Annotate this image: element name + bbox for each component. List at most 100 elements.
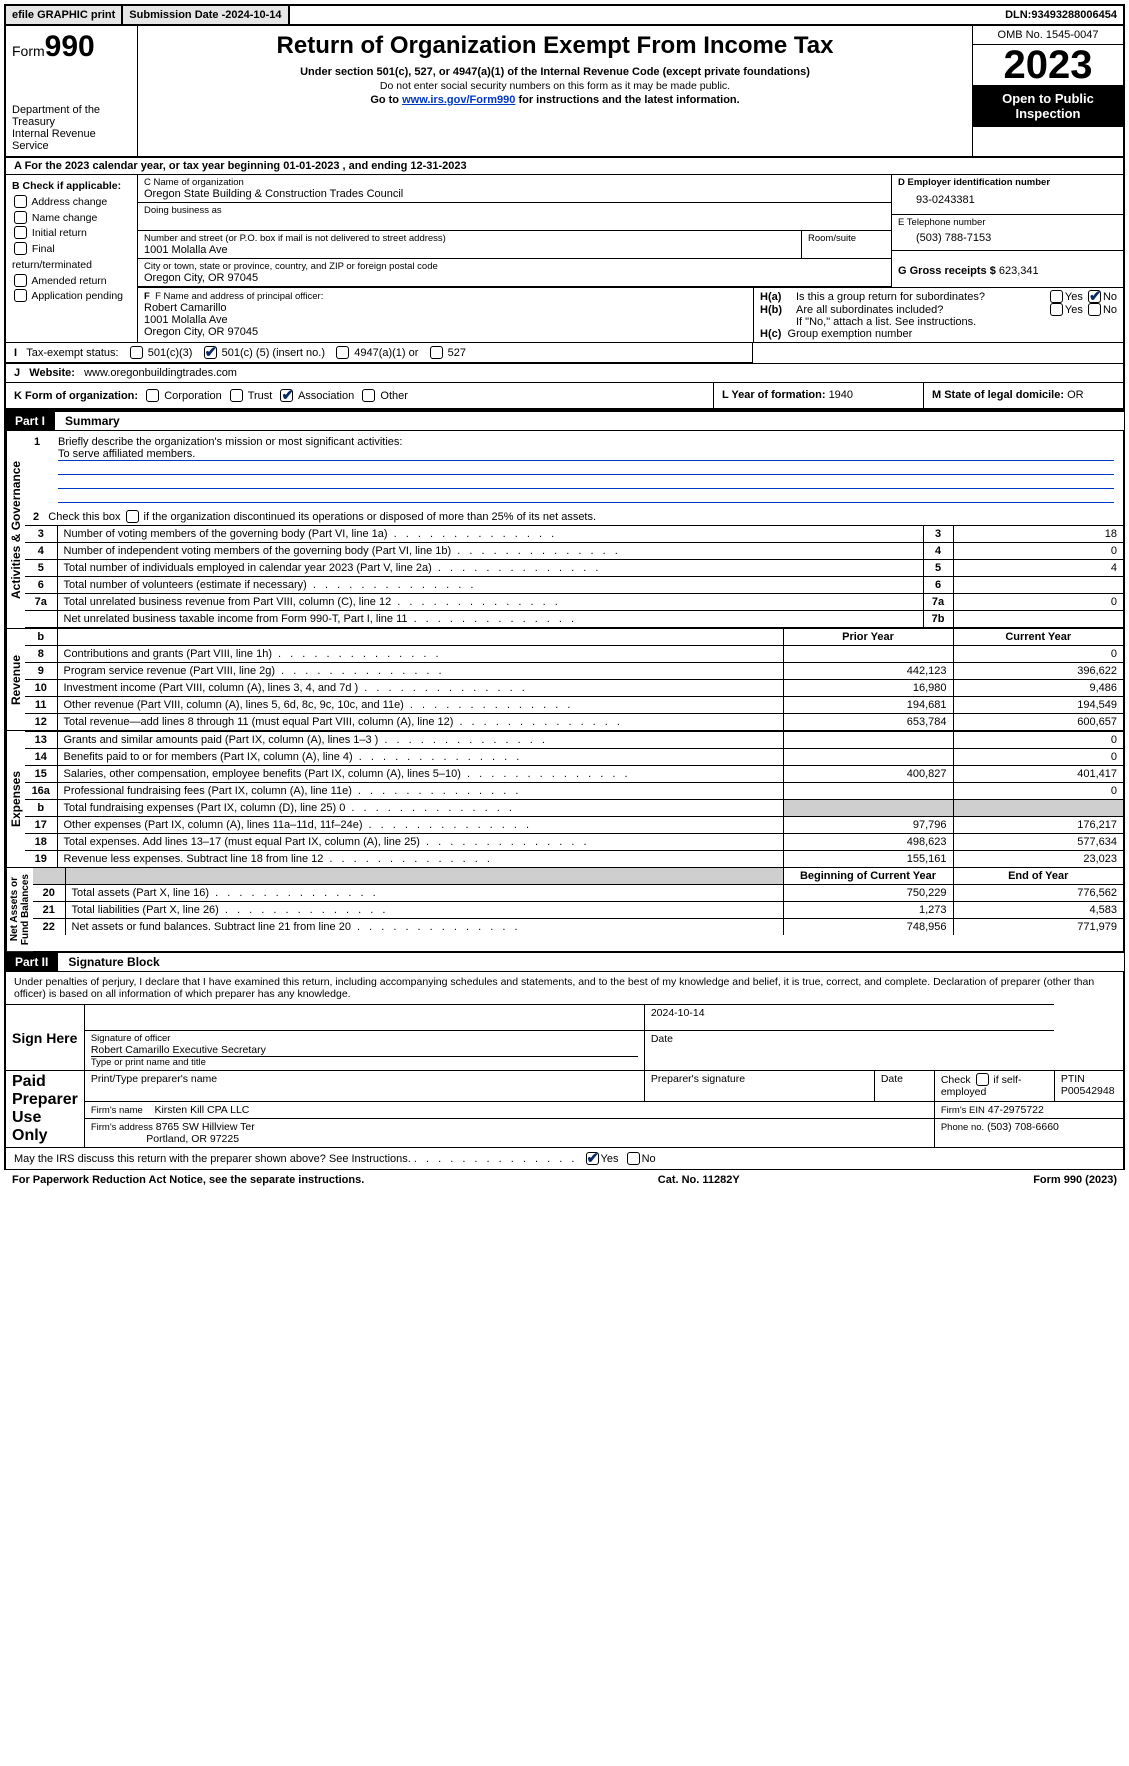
chk-discuss-no[interactable] (627, 1152, 640, 1165)
governance-table: 3Number of voting members of the governi… (25, 525, 1123, 628)
chk-hb-yes[interactable] (1050, 303, 1063, 316)
firm-ein-label: Firm's EIN (941, 1105, 985, 1116)
officer-addr2: Oregon City, OR 97045 (144, 326, 258, 338)
hb-note: If "No," attach a list. See instructions… (760, 316, 1117, 328)
submission-date-label: Submission Date - (129, 9, 225, 21)
q2-text: Check this box if the organization disco… (48, 511, 596, 523)
org-info-block: B Check if applicable: Address change Na… (4, 175, 1125, 343)
efile-print-button[interactable]: efile GRAPHIC print (6, 6, 123, 24)
chk-initial-return[interactable] (14, 226, 27, 239)
goto-line: Go to www.irs.gov/Form990 for instructio… (144, 94, 966, 106)
type-name-label: Type or print name and title (91, 1056, 638, 1068)
discuss-question: May the IRS discuss this return with the… (14, 1153, 411, 1165)
col-b-header: B Check if applicable: (12, 180, 121, 192)
city-label: City or town, state or province, country… (144, 261, 885, 272)
vlabel-net-assets: Net Assets or Fund Balances (6, 868, 33, 951)
prep-sig-label: Preparer's signature (644, 1071, 874, 1101)
department-label: Department of the Treasury Internal Reve… (12, 104, 131, 152)
domicile-label: M State of legal domicile: (932, 389, 1067, 401)
street-label: Number and street (or P.O. box if mail i… (144, 233, 795, 244)
chk-corp[interactable] (146, 389, 159, 402)
firm-phone: (503) 708-6660 (987, 1121, 1059, 1133)
activities-governance-section: Activities & Governance 1 Briefly descri… (4, 431, 1125, 629)
net-assets-section: Net Assets or Fund Balances Beginning of… (4, 868, 1125, 953)
officer-signature-name: Robert Camarillo Executive Secretary (91, 1044, 638, 1056)
part-ii-header: Part IISignature Block (4, 953, 1125, 972)
revenue-table: bPrior YearCurrent Year 8Contributions a… (25, 629, 1123, 730)
org-name: Oregon State Building & Construction Tra… (144, 188, 885, 200)
name-label: C Name of organization (144, 177, 885, 188)
chk-527[interactable] (430, 346, 443, 359)
chk-trust[interactable] (230, 389, 243, 402)
chk-application-pending[interactable] (14, 289, 27, 302)
perjury-declaration: Under penalties of perjury, I declare th… (6, 972, 1123, 1004)
ein-value: 93-0243381 (898, 188, 1117, 212)
chk-ha-no[interactable] (1088, 290, 1101, 303)
prep-date-label: Date (874, 1071, 934, 1101)
chk-discontinued[interactable] (126, 510, 139, 523)
vlabel-expenses: Expenses (6, 731, 25, 867)
sig-officer-label: Signature of officer (91, 1033, 638, 1044)
chk-hb-no[interactable] (1088, 303, 1101, 316)
room-label: Room/suite (808, 233, 885, 244)
top-bar: efile GRAPHIC print Submission Date - 20… (4, 4, 1125, 26)
hb-label: Are all subordinates included? (796, 304, 1048, 316)
self-employed-label: Check if self-employed (934, 1071, 1054, 1101)
firm-ein: 47-2975722 (988, 1104, 1044, 1116)
irs-link[interactable]: www.irs.gov/Form990 (402, 94, 515, 106)
chk-address-change[interactable] (14, 195, 27, 208)
chk-501c3[interactable] (130, 346, 143, 359)
ptin-label: PTIN (1061, 1073, 1085, 1085)
dln: DLN: 93493288006454 (999, 6, 1123, 24)
year-formation: 1940 (829, 389, 853, 401)
paid-preparer-label: Paid Preparer Use Only (6, 1071, 84, 1148)
chk-other[interactable] (362, 389, 375, 402)
chk-assoc[interactable] (280, 389, 293, 402)
row-a-tax-year: A For the 2023 calendar year, or tax yea… (4, 158, 1125, 175)
sign-date: 2024-10-14 (651, 1007, 705, 1019)
chk-501c[interactable] (204, 346, 217, 359)
chk-name-change[interactable] (14, 211, 27, 224)
chk-4947[interactable] (336, 346, 349, 359)
city-state-zip: Oregon City, OR 97045 (144, 272, 885, 284)
prep-name-label: Print/Type preparer's name (84, 1071, 644, 1101)
ha-label: Is this a group return for subordinates? (796, 291, 1048, 303)
year-formation-label: L Year of formation: (722, 389, 829, 401)
submission-date-value: 2024-10-14 (225, 9, 281, 21)
chk-ha-yes[interactable] (1050, 290, 1063, 303)
phone-value: (503) 788-7153 (898, 228, 1117, 248)
vlabel-governance: Activities & Governance (6, 431, 25, 628)
form-number: Form990 (12, 30, 131, 64)
sig-date-label: Date (644, 1031, 1054, 1071)
net-assets-table: Beginning of Current YearEnd of Year 20T… (33, 868, 1123, 935)
footer-catno: Cat. No. 11282Y (658, 1174, 740, 1186)
footer-form: Form 990 (2023) (1033, 1174, 1117, 1186)
gross-receipts-label: G Gross receipts $ (898, 265, 999, 277)
q1-label: Briefly describe the organization's miss… (58, 436, 402, 448)
chk-amended-return[interactable] (14, 274, 27, 287)
expenses-table: 13Grants and similar amounts paid (Part … (25, 731, 1123, 867)
footer-left: For Paperwork Reduction Act Notice, see … (12, 1174, 364, 1186)
revenue-section: Revenue bPrior YearCurrent Year 8Contrib… (4, 629, 1125, 731)
website-value: www.oregonbuildingtrades.com (84, 367, 237, 379)
firm-name-label: Firm's name (91, 1105, 143, 1116)
chk-self-employed[interactable] (976, 1073, 989, 1086)
hc-label: Group exemption number (788, 328, 913, 340)
firm-addr2: Portland, OR 97225 (146, 1133, 239, 1145)
domicile-value: OR (1067, 389, 1084, 401)
open-to-public: Open to Public Inspection (973, 85, 1123, 127)
officer-label: F Name and address of principal officer: (155, 291, 323, 302)
dba-label: Doing business as (144, 205, 885, 216)
officer-addr1: 1001 Molalla Ave (144, 314, 228, 326)
tax-year: 2023 (973, 45, 1123, 85)
chk-final-return[interactable] (14, 242, 27, 255)
ptin-value: P00542948 (1061, 1085, 1115, 1097)
submission-date: Submission Date - 2024-10-14 (123, 6, 289, 24)
form-of-org-label: K Form of organization: (14, 390, 138, 402)
page-footer: For Paperwork Reduction Act Notice, see … (4, 1170, 1125, 1186)
officer-name: Robert Camarillo (144, 302, 227, 314)
chk-discuss-yes[interactable] (586, 1152, 599, 1165)
subtitle-2: Do not enter social security numbers on … (144, 80, 966, 92)
street-address: 1001 Molalla Ave (144, 244, 795, 256)
form-title: Return of Organization Exempt From Incom… (144, 32, 966, 60)
